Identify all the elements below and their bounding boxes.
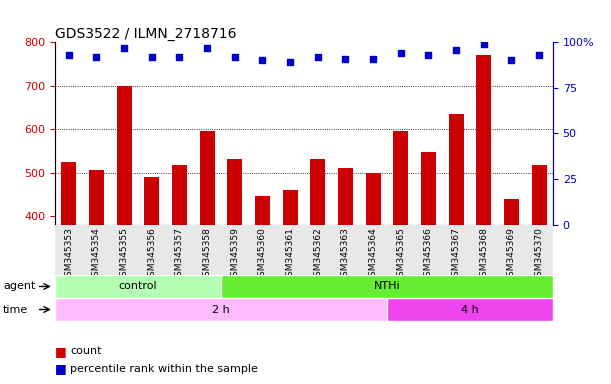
Text: GSM345357: GSM345357 bbox=[175, 227, 184, 282]
Bar bbox=[448, 114, 464, 225]
Point bbox=[534, 52, 544, 58]
Text: 2 h: 2 h bbox=[212, 305, 230, 314]
Bar bbox=[532, 165, 547, 225]
Text: GSM345370: GSM345370 bbox=[535, 227, 544, 282]
Bar bbox=[144, 177, 159, 225]
Point bbox=[230, 54, 240, 60]
Text: GSM345359: GSM345359 bbox=[230, 227, 240, 282]
Bar bbox=[393, 131, 408, 225]
Bar bbox=[255, 195, 270, 225]
Text: GSM345363: GSM345363 bbox=[341, 227, 350, 282]
Bar bbox=[282, 190, 298, 225]
Point bbox=[423, 52, 433, 58]
Bar bbox=[365, 174, 381, 225]
Bar bbox=[421, 152, 436, 225]
Bar bbox=[310, 159, 326, 225]
Text: percentile rank within the sample: percentile rank within the sample bbox=[70, 364, 258, 374]
Text: GDS3522 / ILMN_2718716: GDS3522 / ILMN_2718716 bbox=[55, 27, 236, 41]
Text: GSM345368: GSM345368 bbox=[479, 227, 488, 282]
Bar bbox=[117, 86, 132, 225]
Text: GSM345356: GSM345356 bbox=[147, 227, 156, 282]
Text: GSM345360: GSM345360 bbox=[258, 227, 267, 282]
Text: GSM345369: GSM345369 bbox=[507, 227, 516, 282]
Text: GSM345365: GSM345365 bbox=[397, 227, 405, 282]
Bar bbox=[172, 165, 187, 225]
Text: GSM345353: GSM345353 bbox=[64, 227, 73, 282]
Text: ■: ■ bbox=[55, 345, 67, 358]
Point bbox=[258, 58, 268, 64]
Text: control: control bbox=[119, 281, 157, 291]
Point bbox=[92, 54, 101, 60]
Bar bbox=[200, 131, 214, 225]
Point bbox=[64, 52, 74, 58]
Point bbox=[479, 41, 489, 47]
Point bbox=[202, 45, 212, 51]
Bar bbox=[476, 55, 491, 225]
Point bbox=[340, 56, 350, 62]
Point bbox=[452, 46, 461, 53]
Text: NTHi: NTHi bbox=[374, 281, 400, 291]
Text: count: count bbox=[70, 346, 102, 356]
Point bbox=[147, 54, 156, 60]
Text: GSM345362: GSM345362 bbox=[313, 227, 323, 282]
Bar bbox=[227, 159, 243, 225]
Point bbox=[507, 58, 516, 64]
Bar bbox=[89, 170, 104, 225]
Bar bbox=[61, 162, 76, 225]
Point bbox=[285, 59, 295, 65]
Point bbox=[175, 54, 185, 60]
Bar bbox=[338, 168, 353, 225]
Point bbox=[313, 54, 323, 60]
Bar bbox=[504, 199, 519, 225]
Text: GSM345361: GSM345361 bbox=[285, 227, 295, 282]
Bar bbox=[221, 275, 553, 298]
Text: agent: agent bbox=[3, 281, 35, 291]
Point bbox=[119, 45, 129, 51]
Text: GSM345355: GSM345355 bbox=[120, 227, 129, 282]
Text: GSM345354: GSM345354 bbox=[92, 227, 101, 282]
Point bbox=[396, 50, 406, 56]
Text: 4 h: 4 h bbox=[461, 305, 479, 314]
Text: ■: ■ bbox=[55, 362, 67, 375]
Text: GSM345367: GSM345367 bbox=[452, 227, 461, 282]
Text: GSM345364: GSM345364 bbox=[368, 227, 378, 282]
Bar bbox=[387, 298, 553, 321]
Point bbox=[368, 56, 378, 62]
Text: GSM345366: GSM345366 bbox=[424, 227, 433, 282]
Bar bbox=[55, 275, 221, 298]
Bar bbox=[55, 298, 387, 321]
Text: GSM345358: GSM345358 bbox=[203, 227, 211, 282]
Text: time: time bbox=[3, 305, 28, 314]
